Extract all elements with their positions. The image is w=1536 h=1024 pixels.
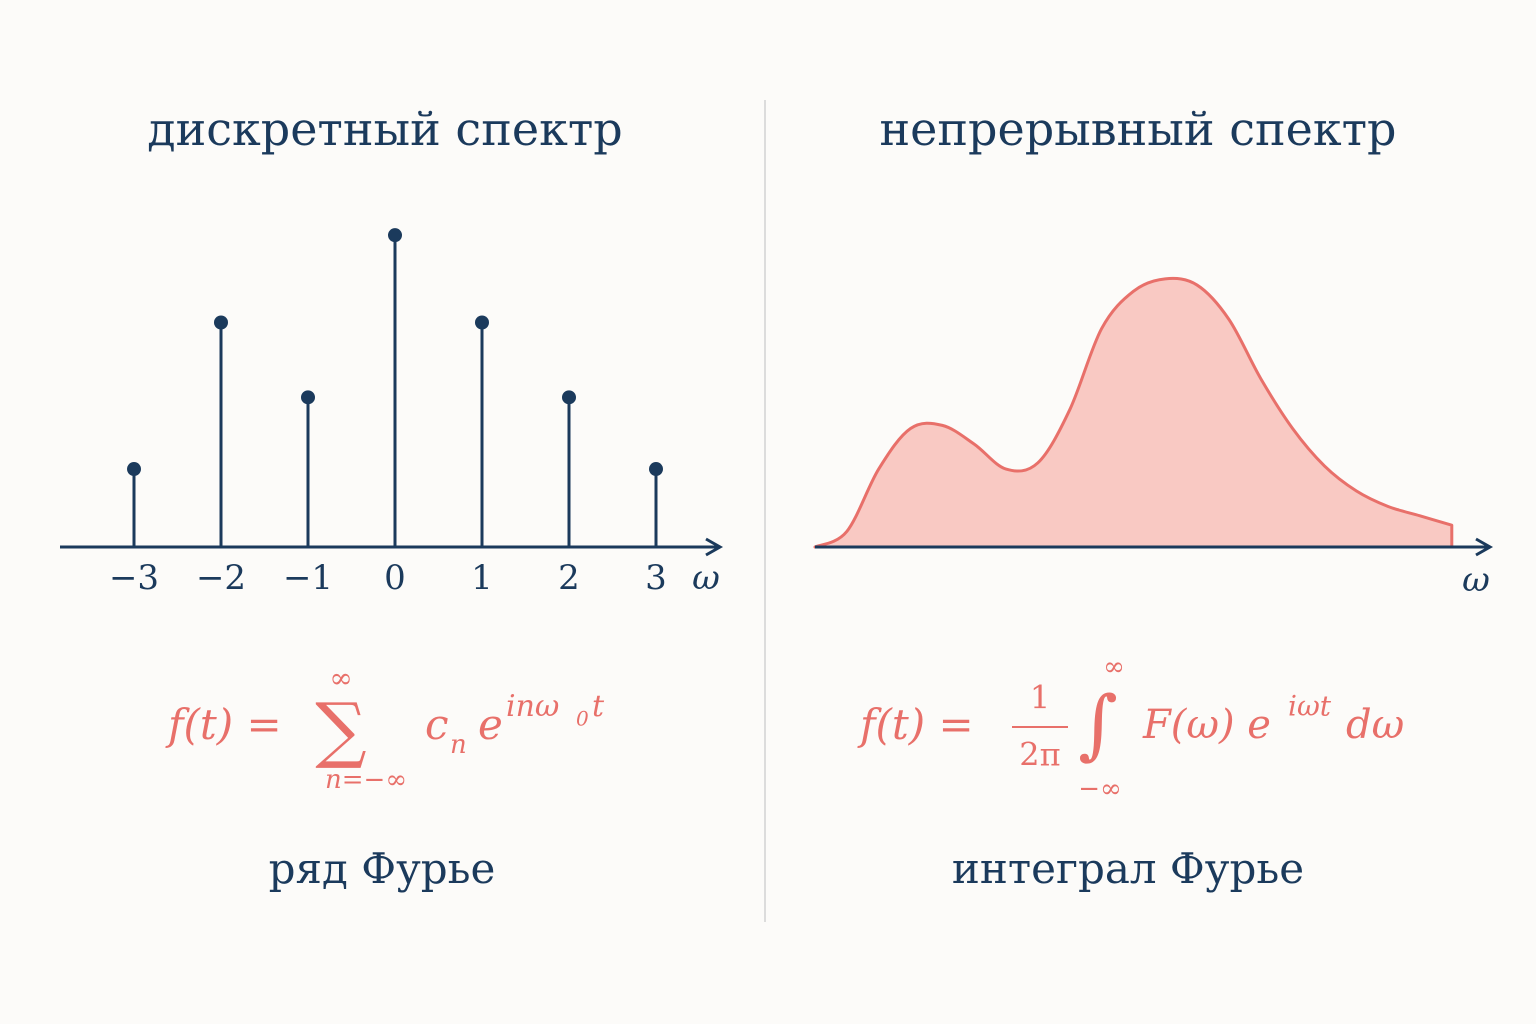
axis-arrow — [705, 537, 724, 557]
formula-coef: c — [425, 700, 449, 749]
x-tick-label: 1 — [471, 558, 493, 598]
x-tick-label: 0 — [384, 558, 406, 598]
formula-lhs: f(t) = — [165, 700, 282, 749]
chart-title: дискретный спектр — [147, 102, 622, 156]
axis-arrow — [1475, 537, 1494, 557]
caption: ряд Фурье — [269, 844, 496, 893]
formula-upper: ∞ — [329, 662, 352, 695]
spectrum-area — [813, 276, 1454, 549]
stem-head — [127, 462, 141, 477]
x-tick-label: −1 — [283, 558, 333, 598]
formula-lower: n=−∞ — [325, 765, 407, 795]
formula-exp-tail: t — [592, 689, 605, 724]
formula-tail: dω — [1346, 702, 1404, 748]
formula-exp-sub: 0 — [576, 707, 589, 731]
formula-body: F(ω) e — [1142, 702, 1271, 748]
x-axis-label: ω — [692, 558, 720, 598]
formula-lhs: f(t) = — [857, 700, 974, 749]
formula-lower: −∞ — [1078, 774, 1121, 804]
formula-exp: iωt — [1288, 690, 1332, 723]
formula-coef-sub: n — [450, 730, 467, 760]
formula-denominator: 2π — [1019, 736, 1060, 774]
caption: интеграл Фурье — [952, 844, 1304, 893]
formula-numerator: 1 — [1030, 679, 1050, 717]
stem-head — [649, 462, 663, 477]
chart-title: непрерывный спектр — [879, 102, 1396, 156]
stem-head — [475, 315, 489, 330]
formula-sum: ∑ — [315, 687, 366, 771]
formula-exp: inω — [506, 689, 559, 724]
stem-head — [388, 228, 402, 243]
x-axis-label: ω — [1462, 560, 1490, 600]
formula-integral: ∫ — [1078, 679, 1118, 768]
formula-upper: ∞ — [1103, 652, 1125, 682]
x-tick-label: 3 — [645, 558, 667, 598]
x-tick-label: −3 — [109, 558, 159, 598]
x-tick-label: 2 — [558, 558, 580, 598]
stem-head — [562, 390, 576, 405]
stem-head — [214, 315, 228, 330]
stem-head — [301, 390, 315, 405]
formula-base: e — [478, 700, 503, 749]
x-tick-label: −2 — [196, 558, 246, 598]
